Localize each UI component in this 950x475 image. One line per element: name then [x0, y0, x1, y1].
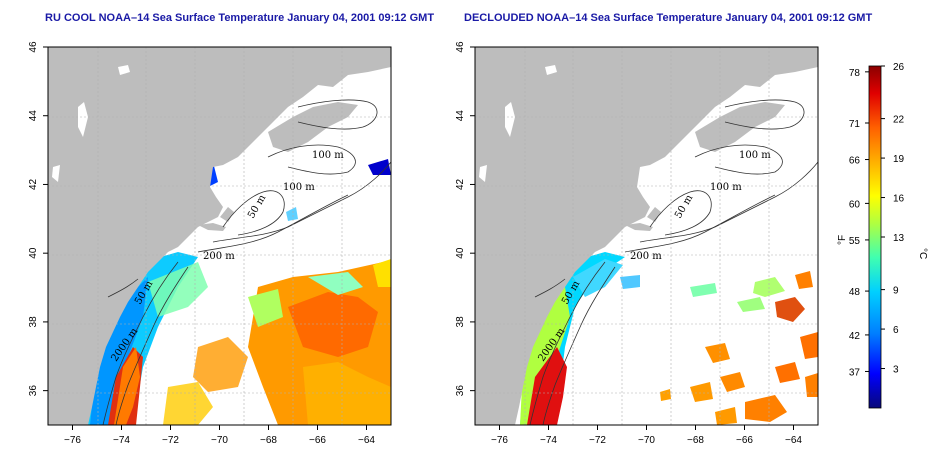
right-map-title: DECLOUDED NOAA–14 Sea Surface Temperatur… — [464, 12, 873, 24]
fahrenheit-label: °F — [837, 235, 848, 245]
celsius-tick-label: 13 — [893, 233, 905, 244]
svg-text:100 m: 100 m — [283, 182, 315, 193]
left-y-tick-label: 42 — [28, 178, 39, 190]
right-x-tick-label: −68 — [687, 435, 704, 446]
temperature-colorbar: °F °C 26 22 19 16 13 9 6 3 78 71 66 60 55 48 42 37 — [837, 62, 928, 409]
right-y-tick-label: 42 — [455, 178, 466, 190]
svg-text:100 m: 100 m — [739, 150, 771, 161]
left-x-tick-label: −68 — [260, 435, 277, 446]
left-y-tick-label: 46 — [28, 41, 39, 53]
left-x-tick-label: −70 — [211, 435, 228, 446]
left-x-tick-label: −64 — [358, 435, 375, 446]
left-y-tick-label: 38 — [28, 316, 39, 328]
svg-text:100 m: 100 m — [312, 150, 344, 161]
celsius-tick-label: 16 — [893, 194, 905, 205]
left-x-tick-label: −72 — [162, 435, 179, 446]
left-map-panel: 100 m 100 m 50 m 200 m 50 m 2000 m — [47, 46, 392, 426]
fahrenheit-tick-label: 48 — [849, 287, 861, 298]
celsius-tick-label: 3 — [893, 365, 899, 376]
celsius-tick-label: 9 — [893, 286, 899, 297]
celsius-tick-label: 26 — [893, 62, 905, 73]
left-x-tick-label: −66 — [309, 435, 326, 446]
left-axes: −76 −74 −72 −70 −68 −66 −64 36 38 40 42 44 46 — [28, 41, 375, 446]
fahrenheit-tick-label: 66 — [849, 156, 861, 167]
left-y-tick-label: 40 — [28, 247, 39, 259]
right-y-tick-label: 44 — [455, 110, 466, 122]
right-map-panel: 100 m 100 m 50 m 200 m 50 m 2000 m — [474, 46, 819, 426]
left-x-tick-label: −76 — [64, 435, 81, 446]
right-x-tick-label: −72 — [589, 435, 606, 446]
celsius-label: °C — [917, 248, 928, 259]
svg-text:200 m: 200 m — [203, 251, 235, 262]
right-x-tick-label: −74 — [540, 435, 557, 446]
right-x-tick-label: −64 — [785, 435, 802, 446]
right-x-tick-label: −66 — [736, 435, 753, 446]
celsius-tick-label: 19 — [893, 154, 905, 165]
svg-text:200 m: 200 m — [630, 251, 662, 262]
right-axes: −76 −74 −72 −70 −68 −66 −64 36 38 40 42 44 46 — [455, 41, 802, 446]
left-x-tick-label: −74 — [113, 435, 130, 446]
left-map-title: RU COOL NOAA–14 Sea Surface Temperature … — [45, 12, 435, 24]
right-x-tick-label: −76 — [491, 435, 508, 446]
fahrenheit-tick-label: 60 — [849, 199, 861, 210]
right-y-tick-label: 36 — [455, 385, 466, 397]
fahrenheit-tick-label: 71 — [849, 119, 861, 130]
celsius-tick-label: 6 — [893, 325, 899, 336]
fahrenheit-tick-label: 42 — [849, 331, 861, 342]
fahrenheit-tick-label: 55 — [849, 236, 861, 247]
svg-text:100 m: 100 m — [710, 182, 742, 193]
fahrenheit-tick-label: 37 — [849, 367, 861, 378]
left-y-tick-label: 44 — [28, 110, 39, 122]
fahrenheit-tick-label: 78 — [849, 68, 861, 79]
right-y-tick-label: 46 — [455, 41, 466, 53]
left-y-tick-label: 36 — [28, 385, 39, 397]
right-x-tick-label: −70 — [638, 435, 655, 446]
right-y-tick-label: 40 — [455, 247, 466, 259]
right-y-tick-label: 38 — [455, 316, 466, 328]
celsius-tick-label: 22 — [893, 115, 905, 126]
